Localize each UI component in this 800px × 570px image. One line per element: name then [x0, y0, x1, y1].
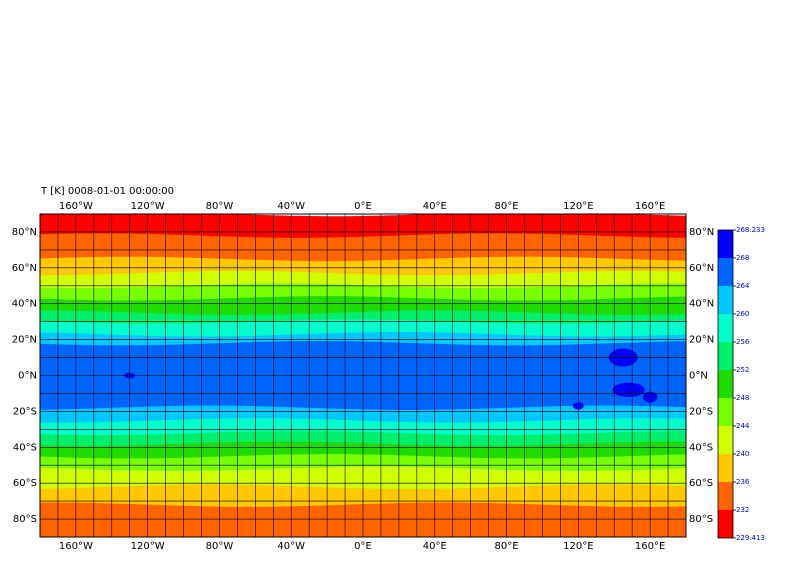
lon-label: 160°E	[635, 201, 665, 212]
colorbar-label: 264	[736, 282, 750, 290]
colorbar-label: 260	[736, 310, 749, 318]
lon-label: 40°W	[277, 201, 305, 212]
colorbar-label: 244	[736, 422, 750, 430]
lon-label: 160°W	[59, 541, 93, 552]
colorbar-segment	[718, 314, 733, 342]
lon-label: 80°W	[206, 201, 234, 212]
lat-label: 20°S	[689, 406, 713, 417]
lat-label: 20°S	[13, 406, 37, 417]
colorbar-segment	[718, 398, 733, 426]
lat-label: 20°N	[12, 335, 37, 346]
colorbar-label: 229.413	[736, 534, 765, 542]
lon-label: 0°E	[354, 201, 372, 212]
colorbar-segment	[718, 482, 733, 510]
colorbar-label: 268.233	[736, 226, 765, 234]
lat-label: 60°S	[13, 478, 37, 489]
lat-label: 60°N	[689, 263, 714, 274]
colorbar-frame	[717, 229, 734, 539]
colorbar-segment	[718, 370, 733, 398]
lon-label: 120°E	[563, 201, 593, 212]
lon-label: 40°E	[423, 541, 447, 552]
colorbar-label: 248	[736, 394, 749, 402]
lat-label: 20°N	[689, 335, 714, 346]
lat-label: 60°N	[12, 263, 37, 274]
colorbar-segment	[718, 258, 733, 286]
lon-label: 160°W	[59, 201, 93, 212]
lon-label: 40°E	[423, 201, 447, 212]
lat-label: 80°S	[13, 514, 37, 525]
lon-label: 80°E	[495, 201, 519, 212]
lon-label: 80°W	[206, 541, 234, 552]
lat-label: 80°N	[689, 227, 714, 238]
colorbar-segment	[718, 230, 733, 258]
colorbar-label: 240	[736, 450, 749, 458]
colorbar-segment	[718, 510, 733, 538]
lon-label: 120°W	[131, 541, 165, 552]
lat-label: 80°N	[12, 227, 37, 238]
lon-label: 80°E	[495, 541, 519, 552]
colorbar-segment	[718, 426, 733, 454]
colorbar-segment	[718, 286, 733, 314]
lon-label: 120°E	[563, 541, 593, 552]
colorbar-label: 252	[736, 366, 749, 374]
colorbar-label: 232	[736, 506, 749, 514]
colorbar-label: 256	[736, 338, 750, 346]
graticule	[40, 214, 686, 537]
colorbar-label: 268	[736, 254, 749, 262]
lat-label: 80°S	[689, 514, 713, 525]
colorbar-label: 236	[736, 478, 750, 486]
colorbar-segment	[718, 342, 733, 370]
lon-label: 40°W	[277, 541, 305, 552]
lat-label: 40°S	[13, 442, 37, 453]
lat-label: 0°N	[689, 371, 708, 382]
lat-label: 0°N	[18, 371, 37, 382]
lon-label: 160°E	[635, 541, 665, 552]
lon-label: 120°W	[131, 201, 165, 212]
lat-label: 60°S	[689, 478, 713, 489]
lat-label: 40°N	[689, 299, 714, 310]
lat-label: 40°S	[689, 442, 713, 453]
lon-label: 0°E	[354, 541, 372, 552]
title: T [K] 0008-01-01 00:00:00	[40, 186, 174, 197]
map-frame	[39, 213, 687, 538]
lat-label: 40°N	[12, 299, 37, 310]
colorbar-segment	[718, 454, 733, 482]
warm-blob	[612, 382, 645, 398]
